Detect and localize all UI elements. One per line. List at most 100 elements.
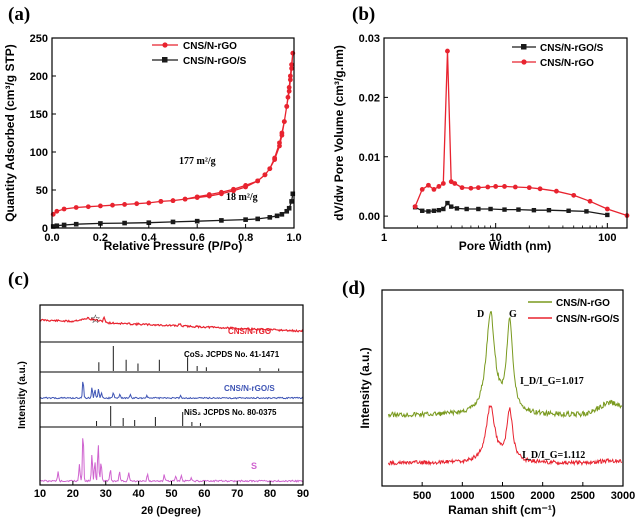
series-line-red — [39, 315, 304, 333]
panel-a: (a) 0.0 0.2 0.4 0.6 0.8 1.0 0 50 100 150 200 250 Re… — [3, 4, 302, 253]
legend-marker-red — [521, 59, 527, 65]
panel-c-label-blue: CNS/N-rGO/S — [224, 384, 275, 393]
data-point — [502, 207, 507, 212]
panel-d-ylabel: Intensity (a.u.) — [358, 347, 372, 428]
data-point — [445, 48, 450, 54]
y-tick-label: 200 — [30, 71, 48, 83]
x-tick-label: 500 — [413, 490, 431, 502]
data-point — [206, 192, 212, 197]
panel-d-xlabel: Raman shift (cm⁻¹) — [448, 503, 556, 517]
x-tick-label: 0.0 — [44, 232, 59, 244]
panel-b-legend: CNS/N-rGO/S CNS/N-rGO — [512, 43, 604, 69]
data-point — [277, 143, 282, 149]
panel-c-series — [39, 315, 304, 483]
panel-c-xlabel: 2θ (Degree) — [141, 505, 201, 517]
panel-b-legend-2: CNS/N-rGO — [540, 58, 594, 69]
data-point — [289, 62, 294, 67]
data-point — [231, 186, 236, 192]
y-tick-label: 0.00 — [359, 211, 380, 223]
x-tick-label: 2000 — [530, 490, 554, 502]
y-tick-label: 50 — [36, 185, 48, 197]
legend-marker-black — [521, 44, 527, 50]
data-point — [475, 185, 481, 191]
data-point — [122, 202, 127, 207]
panel-d-label: (d) — [342, 278, 365, 299]
x-tick-label: 80 — [264, 488, 276, 500]
data-point — [194, 194, 200, 200]
panel-b-xlabel: Pore Width (nm) — [459, 239, 552, 253]
y-tick-label: 0.02 — [359, 92, 380, 104]
data-point — [279, 212, 285, 217]
data-point — [546, 207, 552, 213]
data-point — [531, 207, 537, 213]
data-point — [287, 77, 293, 83]
x-tick-label: 60 — [198, 488, 210, 500]
x-tick-label: 50 — [165, 488, 177, 500]
panel-c-label-red: CNS/N-rGO — [228, 327, 271, 336]
data-point — [85, 204, 91, 210]
data-point — [459, 185, 465, 191]
x-tick-label: 1000 — [450, 490, 474, 502]
panel-a-ticks: 0.0 0.2 0.4 0.6 0.8 1.0 0 50 100 150 200 250 — [30, 33, 302, 244]
panel-a-annotation-18: 18 m²/g — [226, 192, 258, 203]
data-point — [476, 206, 481, 212]
series-line-red — [387, 404, 623, 467]
data-point — [182, 196, 188, 202]
data-point — [73, 205, 79, 210]
data-point — [284, 208, 290, 214]
data-point — [272, 157, 278, 163]
panel-c-ticks: 10 20 30 40 50 60 70 80 90 — [34, 481, 309, 500]
x-tick-label: 30 — [100, 488, 112, 500]
data-point — [243, 183, 249, 188]
data-point — [286, 85, 292, 90]
x-tick-label: 0.6 — [190, 232, 205, 244]
data-point — [412, 204, 418, 210]
data-point — [436, 184, 442, 189]
data-point — [255, 178, 261, 184]
data-point — [285, 94, 291, 100]
data-point — [464, 206, 469, 212]
panel-b-ylabel: dV/dw Pore Volume (cm³/g.nm) — [332, 45, 346, 221]
data-point — [122, 220, 127, 226]
panel-b-label: (b) — [352, 4, 375, 25]
data-point — [284, 104, 290, 109]
data-point — [493, 184, 499, 189]
panel-d-series — [387, 311, 623, 467]
data-point — [98, 203, 103, 209]
data-point — [426, 209, 431, 214]
y-tick-label: 0 — [42, 223, 48, 235]
data-point — [61, 222, 67, 228]
data-point — [452, 181, 458, 186]
x-tick-label: 20 — [67, 488, 79, 500]
data-point — [287, 73, 293, 79]
legend-marker-red — [162, 42, 168, 48]
panel-c-label-ref1: CoS₂ JCPDS No. 41-1471 — [184, 350, 280, 359]
data-point — [426, 182, 431, 188]
data-point — [571, 192, 577, 198]
x-tick-label: 0.8 — [238, 232, 253, 244]
panel-d-legend: CNS/N-rGO CNS/N-rGO/S — [528, 298, 620, 325]
panel-a-series — [50, 50, 296, 229]
panel-b-legend-1: CNS/N-rGO/S — [540, 43, 604, 54]
panel-c-star-marker: ☆ — [90, 312, 101, 326]
data-point — [98, 221, 103, 226]
data-point — [454, 206, 460, 211]
data-point — [170, 219, 176, 225]
legend-marker-black — [162, 57, 168, 63]
panel-d-ratio-1: I_D/I_G=1.017 — [520, 376, 584, 387]
data-point — [54, 208, 60, 214]
data-point — [526, 185, 532, 191]
x-tick-label: 40 — [133, 488, 145, 500]
data-point — [537, 186, 543, 192]
panel-c-label-sulfur: S — [251, 461, 257, 471]
data-point — [431, 187, 437, 192]
data-point — [281, 119, 287, 124]
x-tick-label: 3000 — [611, 490, 635, 502]
data-point — [445, 200, 450, 206]
x-tick-label: 100 — [598, 232, 616, 244]
panel-d-ticks: 500 1000 1500 2000 2500 3000 — [413, 482, 635, 502]
data-point — [110, 202, 115, 208]
panel-d-legend-1: CNS/N-rGO — [556, 298, 610, 309]
data-point — [286, 88, 292, 94]
panel-c-label: (c) — [8, 269, 29, 290]
